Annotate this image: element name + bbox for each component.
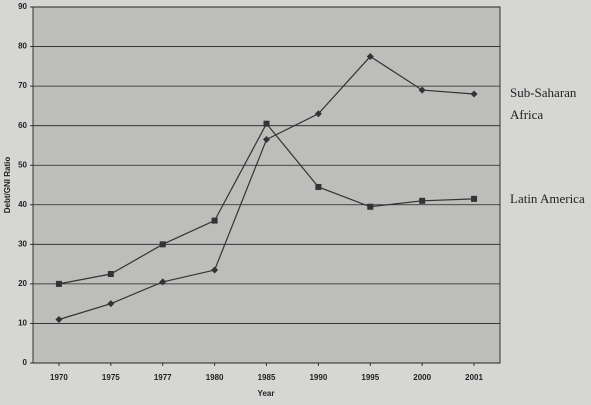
y-tick-label: 10	[18, 319, 27, 328]
marker	[159, 278, 167, 286]
y-tick-label: 60	[18, 121, 27, 130]
y-tick-label: 80	[18, 42, 27, 51]
marker	[366, 52, 374, 60]
series-label: Sub-Saharan Africa	[510, 85, 577, 123]
marker	[55, 315, 63, 323]
y-tick-label: 70	[18, 81, 27, 90]
marker	[211, 217, 218, 224]
marker	[107, 271, 114, 277]
y-tick-label: 90	[18, 2, 27, 11]
x-tick-label: 1980	[206, 373, 224, 382]
y-tick-label: 30	[18, 239, 27, 248]
marker	[211, 266, 219, 274]
marker	[263, 120, 270, 127]
y-tick-label: 50	[18, 160, 27, 169]
x-tick-label: 2001	[465, 373, 483, 382]
x-tick-label: 1985	[258, 373, 276, 382]
marker	[419, 197, 426, 204]
x-tick-label: 1990	[309, 373, 327, 382]
marker	[418, 86, 426, 94]
x-tick-label: 1970	[50, 373, 68, 382]
marker	[107, 300, 115, 308]
marker	[55, 280, 62, 287]
marker	[159, 241, 166, 248]
series-label: Latin America	[510, 190, 585, 206]
y-tick-label: 40	[18, 200, 27, 209]
marker	[470, 90, 478, 98]
x-tick-label: 1995	[361, 373, 379, 382]
marker	[314, 110, 322, 118]
plot-area	[32, 6, 501, 364]
x-axis-title: Year	[258, 389, 275, 398]
y-tick-label: 0	[23, 358, 28, 367]
marker	[367, 203, 374, 210]
marker	[263, 136, 270, 144]
x-tick-label: 1977	[154, 373, 172, 382]
x-tick-label: 2000	[413, 373, 431, 382]
x-tick-label: 1975	[102, 373, 120, 382]
marker	[471, 195, 478, 202]
y-axis-title: Debt/GNI Ratio	[3, 157, 12, 214]
marker	[315, 183, 322, 190]
y-tick-label: 20	[18, 279, 27, 288]
